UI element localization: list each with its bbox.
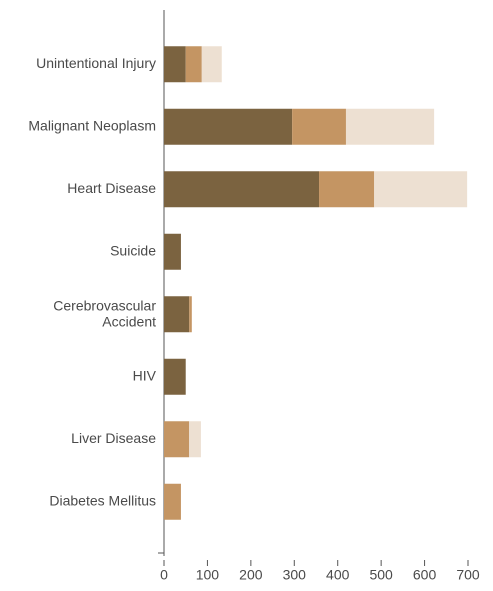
y-tick-label: Suicide	[110, 242, 156, 258]
bar-segment	[185, 46, 202, 83]
bar-segment	[164, 358, 186, 395]
bar-segment	[345, 108, 435, 145]
y-tick-label: Cerebrovascular Accident	[53, 297, 156, 329]
bar-segment	[201, 46, 222, 83]
bar-segment	[164, 483, 181, 520]
bar-segment	[164, 296, 190, 333]
bar-segment	[164, 46, 186, 83]
y-tick-label: HIV	[133, 367, 157, 383]
x-tick-label: 200	[239, 567, 263, 583]
y-tick-label: Liver Disease	[71, 430, 156, 446]
y-tick-label: Diabetes Mellitus	[49, 492, 156, 508]
x-tick-label: 300	[283, 567, 307, 583]
y-tick-label: Malignant Neoplasm	[28, 117, 156, 133]
bar-segment	[374, 171, 468, 208]
bar-segment	[164, 171, 320, 208]
y-tick-label: Heart Disease	[67, 180, 156, 196]
bar-segment	[164, 108, 293, 145]
x-tick-label: 400	[326, 567, 350, 583]
bar-segment	[189, 296, 192, 333]
bar-segment	[164, 233, 181, 270]
x-tick-label: 500	[369, 567, 393, 583]
bar-segment	[164, 421, 190, 458]
x-tick-label: 0	[160, 567, 168, 583]
bar-segment	[319, 171, 375, 208]
x-tick-label: 700	[456, 567, 480, 583]
y-tick-label: Unintentional Injury	[36, 55, 156, 71]
x-tick-label: 600	[413, 567, 437, 583]
x-tick-label: 100	[196, 567, 220, 583]
bar-segment	[189, 421, 201, 458]
bar-segment	[292, 108, 346, 145]
